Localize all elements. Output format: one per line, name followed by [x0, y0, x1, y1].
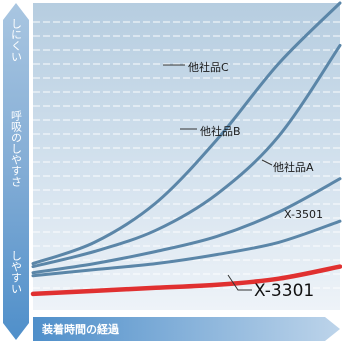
series-label-c: 他社品C: [188, 60, 229, 74]
series-line-x-3501: [31, 219, 342, 278]
y-axis-bottom-label: しやすい: [10, 250, 23, 294]
x-axis-label: 装着時間の経過: [41, 322, 120, 336]
label-layer: 他社品C 他社品B 他社品A X-3501 X-3301: [163, 60, 323, 301]
series-label-x-3501: X-3501: [284, 208, 323, 221]
series-label-x-3301: X-3301: [254, 281, 314, 301]
series-leader-x-3301: [227, 274, 252, 291]
y-axis-label: 呼吸のしやすさ: [10, 110, 23, 187]
series-leader-a: [261, 159, 273, 166]
series-line-b: [31, 43, 342, 269]
y-axis-arrow: [3, 3, 29, 340]
y-axis-top-label: しにくい: [10, 18, 23, 62]
series-line-c: [31, 1, 342, 266]
series-label-a: 他社品A: [273, 160, 314, 174]
series-label-b: 他社品B: [200, 124, 241, 138]
series-line-x-3301: [30, 264, 342, 297]
series-layer: [30, 1, 342, 297]
x-axis-arrow: [33, 317, 340, 341]
series-line-a: [31, 177, 342, 275]
grid: [33, 21, 340, 289]
